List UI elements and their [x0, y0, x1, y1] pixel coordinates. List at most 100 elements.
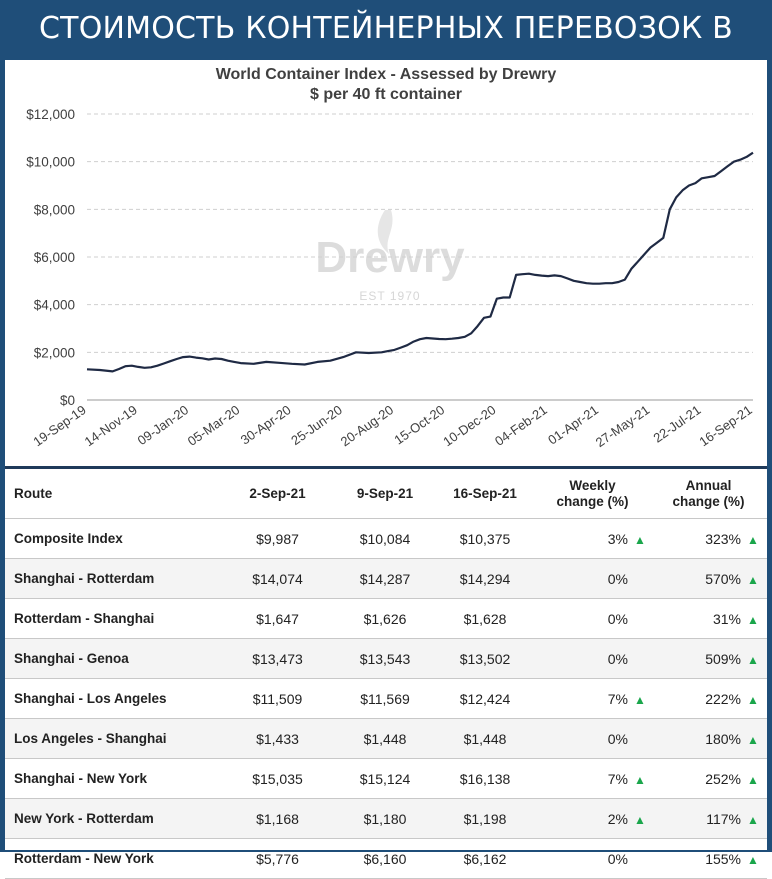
cell-2-sep: $1,168	[220, 798, 335, 839]
x-tick-label: 15-Oct-20	[391, 402, 447, 447]
header-2-sep: 2-Sep-21	[220, 470, 335, 519]
cell-route: Shanghai - Genoa	[5, 638, 220, 679]
cell-annual-change: 31% ▲	[650, 598, 767, 639]
cell-annual-change: 222% ▲	[650, 678, 767, 719]
cell-route: Los Angeles - Shanghai	[5, 718, 220, 759]
cell-16-sep: $1,448	[435, 718, 535, 759]
cell-weekly-change: 0%	[535, 718, 650, 759]
up-arrow-icon: ▲	[747, 732, 759, 747]
y-tick-label: $8,000	[34, 202, 75, 217]
cell-route: Rotterdam - Shanghai	[5, 598, 220, 639]
table-row: Rotterdam - New York $5,776 $6,160 $6,162 0%…	[5, 838, 767, 879]
table-row: Shanghai - Genoa $13,473 $13,543 $13,502 0% 5…	[5, 638, 767, 679]
cell-annual-change: 252% ▲	[650, 758, 767, 799]
x-tick-label: 04-Feb-21	[492, 402, 550, 449]
cell-16-sep: $10,375	[435, 518, 535, 559]
cell-2-sep: $1,647	[220, 598, 335, 639]
table-row: Rotterdam - Shanghai $1,647 $1,626 $1,628 0%…	[5, 598, 767, 639]
watermark-subtitle: EST 1970	[359, 289, 420, 303]
header-annual-change: Annual change (%)	[650, 470, 767, 519]
chart-title: World Container Index - Assessed by Drew…	[215, 66, 557, 83]
header-16-sep: 16-Sep-21	[435, 470, 535, 519]
x-tick-label: 30-Apr-20	[238, 402, 294, 447]
up-arrow-icon: ▲	[747, 852, 759, 867]
cell-16-sep: $1,198	[435, 798, 535, 839]
cell-16-sep: $14,294	[435, 558, 535, 599]
weekly-value: 2%	[607, 810, 628, 827]
up-arrow-icon: ▲	[747, 572, 759, 587]
header-weekly-change: Weekly change (%)	[535, 470, 650, 519]
annual-value: 252%	[705, 770, 741, 787]
cell-weekly-change: 0%	[535, 598, 650, 639]
up-arrow-icon: ▲	[747, 692, 759, 707]
cell-route: Shanghai - Los Angeles	[5, 678, 220, 719]
cell-route: Composite Index	[5, 518, 220, 559]
cell-weekly-change: 7% ▲	[535, 758, 650, 799]
cell-9-sep: $1,448	[335, 718, 435, 759]
up-arrow-icon: ▲	[634, 812, 646, 827]
annual-value: 509%	[705, 650, 741, 667]
x-tick-label: 25-Jun-20	[288, 402, 345, 448]
table-row: New York - Rotterdam $1,168 $1,180 $1,198 2%…	[5, 798, 767, 839]
cell-9-sep: $1,626	[335, 598, 435, 639]
annual-value: 31%	[712, 610, 741, 627]
cell-9-sep: $10,084	[335, 518, 435, 559]
up-arrow-icon: ▲	[747, 772, 759, 787]
content-panel: World Container Index - Assessed by Drew…	[5, 60, 767, 879]
cell-2-sep: $15,035	[220, 758, 335, 799]
annual-value: 155%	[705, 850, 741, 867]
x-tick-label: 01-Apr-21	[545, 402, 601, 447]
cell-annual-change: 180% ▲	[650, 718, 767, 759]
cell-route: New York - Rotterdam	[5, 798, 220, 839]
cell-2-sep: $14,074	[220, 558, 335, 599]
cell-weekly-change: 2% ▲	[535, 798, 650, 839]
header-weekly-line1: Weekly	[569, 478, 616, 493]
weekly-value: 7%	[607, 690, 628, 707]
y-tick-label: $6,000	[34, 250, 75, 265]
y-tick-label: $10,000	[26, 155, 75, 170]
cell-weekly-change: 7% ▲	[535, 678, 650, 719]
cell-route: Rotterdam - New York	[5, 838, 220, 879]
weekly-value: 3%	[607, 530, 628, 547]
weekly-value: 0%	[607, 610, 628, 627]
cell-annual-change: 117% ▲	[650, 798, 767, 839]
header-weekly-line2: change (%)	[556, 494, 629, 509]
header-annual-line1: Annual	[685, 478, 732, 493]
x-tick-label: 09-Jan-20	[135, 402, 192, 448]
x-tick-label: 19-Sep-19	[30, 402, 88, 449]
banner-title: СТОИМОСТЬ КОНТЕЙНЕРНЫХ ПЕРЕВОЗОК В МИРЕ	[0, 0, 772, 104]
cell-9-sep: $11,569	[335, 678, 435, 719]
table-row: Shanghai - Los Angeles $11,509 $11,569 $12,…	[5, 678, 767, 719]
cell-weekly-change: 3% ▲	[535, 518, 650, 559]
y-tick-label: $12,000	[26, 107, 75, 122]
annual-value: 323%	[705, 530, 741, 547]
table-header-row: Route 2-Sep-21 9-Sep-21 16-Sep-21 Weekly…	[5, 470, 767, 519]
cell-annual-change: 323% ▲	[650, 518, 767, 559]
cell-16-sep: $13,502	[435, 638, 535, 679]
cell-2-sep: $11,509	[220, 678, 335, 719]
weekly-value: 0%	[607, 650, 628, 667]
weekly-value: 7%	[607, 770, 628, 787]
header-annual-line2: change (%)	[672, 494, 745, 509]
x-tick-label: 20-Aug-20	[338, 402, 396, 449]
header-route: Route	[5, 470, 220, 519]
cell-16-sep: $6,162	[435, 838, 535, 879]
up-arrow-icon: ▲	[634, 532, 646, 547]
cell-2-sep: $5,776	[220, 838, 335, 879]
annual-value: 117%	[706, 810, 741, 827]
up-arrow-icon: ▲	[747, 652, 759, 667]
x-tick-label: 27-May-21	[593, 402, 653, 450]
table-row: Composite Index $9,987 $10,084 $10,375 3% ▲ 32…	[5, 518, 767, 559]
weekly-value: 0%	[607, 850, 628, 867]
y-tick-label: $2,000	[34, 345, 75, 360]
route-table: Route 2-Sep-21 9-Sep-21 16-Sep-21 Weekly…	[5, 470, 767, 879]
cell-9-sep: $15,124	[335, 758, 435, 799]
chart-subtitle: $ per 40 ft container	[309, 86, 463, 103]
x-tick-label: 22-Jul-21	[650, 402, 703, 445]
up-arrow-icon: ▲	[747, 532, 759, 547]
cell-2-sep: $1,433	[220, 718, 335, 759]
cell-16-sep: $16,138	[435, 758, 535, 799]
cell-weekly-change: 0%	[535, 838, 650, 879]
